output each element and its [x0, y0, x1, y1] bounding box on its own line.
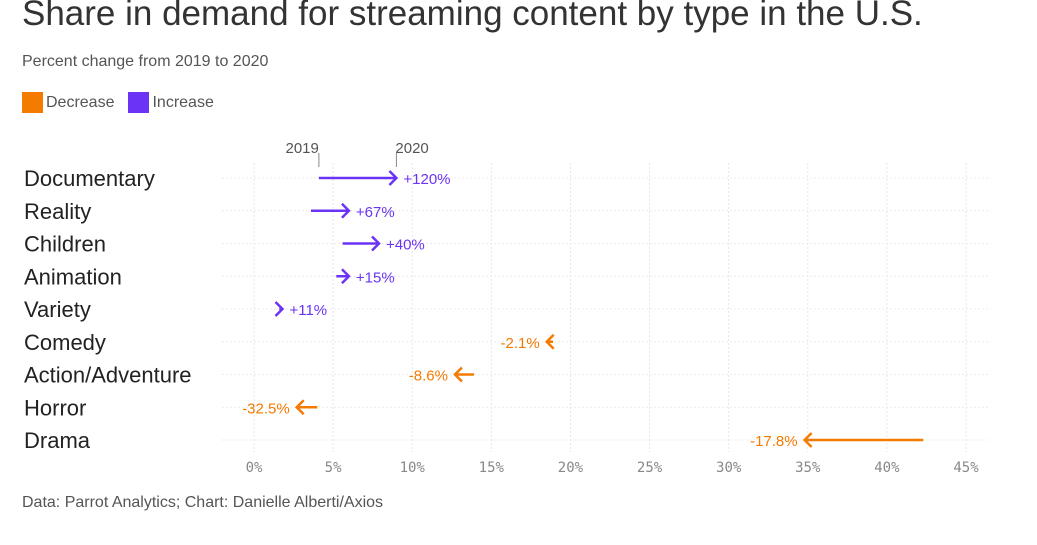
legend-increase: Increase: [128, 92, 214, 113]
arrow-head: [341, 202, 351, 219]
category-label: Comedy: [24, 330, 106, 355]
x-tick-label: 30%: [716, 460, 742, 476]
arrow-head: [388, 170, 399, 186]
chart-subtitle: Percent change from 2019 to 2020: [22, 53, 269, 70]
end-annotation-label: 2020: [395, 140, 428, 157]
x-tick-label: 0%: [246, 460, 263, 476]
change-label: +11%: [289, 302, 327, 319]
x-tick-label: 25%: [637, 460, 663, 476]
chart-title: Share in demand for streaming content by…: [22, 0, 923, 33]
change-label: -32.5%: [242, 400, 290, 417]
category-label: Action/Adventure: [24, 363, 192, 388]
arrow-head: [294, 399, 305, 416]
x-tick-label: 15%: [479, 460, 505, 476]
change-label: +40%: [386, 237, 425, 254]
x-tick-label: 35%: [795, 460, 821, 476]
change-label: +15%: [356, 269, 395, 286]
change-label: -17.8%: [750, 433, 798, 450]
x-tick-label: 10%: [400, 460, 426, 476]
change-label: +67%: [356, 204, 395, 221]
category-label: Animation: [24, 264, 122, 289]
arrow-head: [453, 366, 463, 383]
change-label: +120%: [403, 171, 450, 188]
category-label: Drama: [24, 428, 91, 453]
legend-decrease-label: Decrease: [46, 93, 115, 111]
category-label: Variety: [24, 297, 91, 322]
legend-decrease-swatch: [22, 92, 43, 113]
legend-increase-label: Increase: [152, 93, 214, 111]
arrow-head: [802, 432, 813, 448]
x-tick-label: 5%: [325, 460, 342, 476]
legend-increase-swatch: [128, 92, 150, 113]
x-tick-label: 40%: [874, 460, 900, 476]
change-label: -2.1%: [501, 335, 540, 352]
category-label: Horror: [24, 395, 86, 420]
arrow-head: [274, 301, 285, 317]
category-label: Reality: [24, 199, 91, 224]
legend-decrease: Decrease: [22, 92, 114, 113]
x-tick-label: 45%: [953, 460, 979, 476]
arrow-head: [371, 235, 381, 252]
x-tick-label: 20%: [558, 460, 584, 476]
arrow-head: [544, 333, 555, 350]
change-label: -8.6%: [409, 368, 448, 385]
category-label: Children: [24, 232, 106, 257]
start-annotation-label: 2019: [285, 140, 318, 157]
legend: Decrease Increase: [22, 92, 228, 113]
category-label: Documentary: [24, 166, 155, 191]
source-note: Data: Parrot Analytics; Chart: Danielle …: [22, 494, 384, 511]
arrow-head: [341, 268, 351, 285]
